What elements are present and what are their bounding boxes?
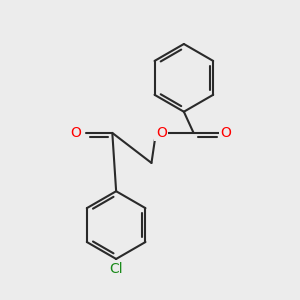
Text: O: O [70, 126, 81, 140]
Text: O: O [221, 126, 232, 140]
Text: Cl: Cl [109, 262, 123, 276]
Text: O: O [156, 126, 167, 140]
